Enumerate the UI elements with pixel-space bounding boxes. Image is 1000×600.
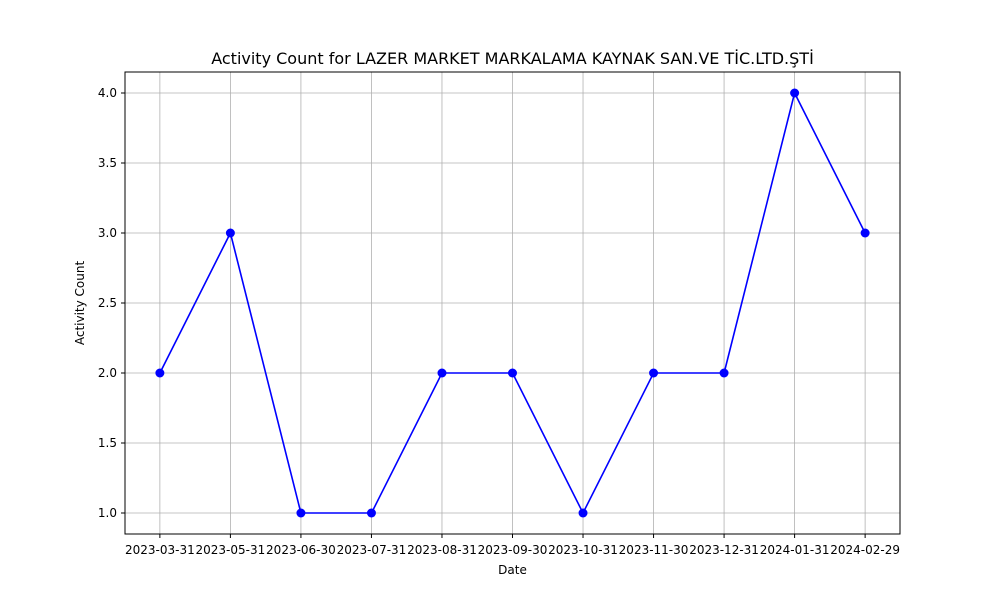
data-point <box>366 508 376 518</box>
data-point <box>719 368 729 378</box>
chart-title: Activity Count for LAZER MARKET MARKALAM… <box>211 49 814 68</box>
y-tick-label: 1.5 <box>98 436 117 450</box>
x-tick-label: 2023-05-31 <box>196 543 266 557</box>
series-points <box>155 88 870 518</box>
x-tick-label: 2023-11-30 <box>619 543 689 557</box>
y-tick-label: 2.5 <box>98 296 117 310</box>
data-point <box>296 508 306 518</box>
data-point <box>860 228 870 238</box>
x-tick-label: 2023-08-31 <box>407 543 477 557</box>
y-tick-label: 3.0 <box>98 226 117 240</box>
y-tick-label: 1.0 <box>98 506 117 520</box>
x-tick-label: 2023-06-30 <box>266 543 336 557</box>
x-tick-label: 2023-10-31 <box>548 543 618 557</box>
data-point <box>225 228 235 238</box>
x-axis-label: Date <box>498 563 527 577</box>
data-point <box>649 368 659 378</box>
y-tick-label: 4.0 <box>98 86 117 100</box>
x-tick-label: 2024-01-31 <box>760 543 830 557</box>
y-axis-label: Activity Count <box>73 261 87 346</box>
x-tick-label: 2023-07-31 <box>337 543 407 557</box>
data-point <box>437 368 447 378</box>
x-tick-label: 2023-03-31 <box>125 543 195 557</box>
x-axis: 2023-03-31 2023-05-31 2023-06-30 2023-07-31… <box>125 534 900 557</box>
y-tick-label: 3.5 <box>98 156 117 170</box>
data-point <box>155 368 165 378</box>
data-point <box>578 508 588 518</box>
y-axis: 1.0 1.5 2.0 2.5 3.0 3.5 4.0 <box>98 86 125 520</box>
x-tick-label: 2023-12-31 <box>689 543 759 557</box>
y-tick-label: 2.0 <box>98 366 117 380</box>
x-tick-label: 2024-02-29 <box>830 543 900 557</box>
data-point <box>790 88 800 98</box>
x-tick-label: 2023-09-30 <box>478 543 548 557</box>
data-point <box>508 368 517 378</box>
